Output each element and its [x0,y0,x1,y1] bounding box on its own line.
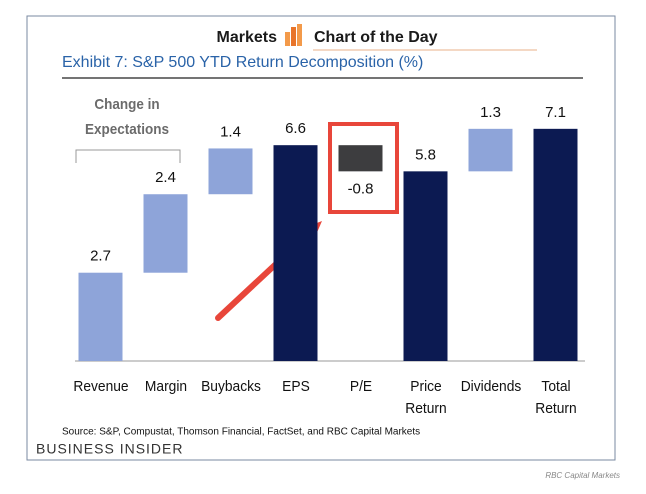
value-label: 1.3 [480,104,501,121]
bar [208,148,253,195]
value-label: 5.8 [415,146,436,163]
highlight-box [328,122,399,214]
header-title: Chart of the Day [314,29,438,46]
x-tick-label: Total Return [534,378,577,417]
bar [403,171,448,361]
x-tick-label: P/E [349,378,372,395]
bar [143,194,188,273]
x-tick-label: Price Return [404,378,447,417]
x-tick-label: Margin [144,378,187,395]
bar [468,128,513,172]
bar [78,272,123,361]
value-label: 1.4 [220,123,241,140]
bracket [75,149,181,163]
value-label: 2.7 [90,248,111,265]
value-label: 7.1 [545,104,566,121]
publisher: BUSINESS INSIDER [36,441,183,457]
x-tick-label: Buybacks [200,378,261,395]
logo-icon [285,24,302,46]
frame [26,15,616,461]
chart-title: Exhibit 7: S&P 500 YTD Return Decomposit… [62,54,423,71]
bar [338,145,383,172]
value-label: 6.6 [285,120,306,137]
credit: RBC Capital Markets [545,471,620,480]
value-label: 2.4 [155,169,176,186]
brand: Markets [217,29,278,46]
x-tick-label: EPS [281,378,310,395]
bar [533,128,578,361]
bar [273,145,318,361]
value-label: -0.8 [348,180,374,197]
source: Source: S&P, Compustat, Thomson Financia… [62,427,420,438]
x-tick-label: Dividends [460,378,521,395]
annotation: Change in Expectations [84,96,170,138]
x-tick-label: Revenue [72,378,129,395]
